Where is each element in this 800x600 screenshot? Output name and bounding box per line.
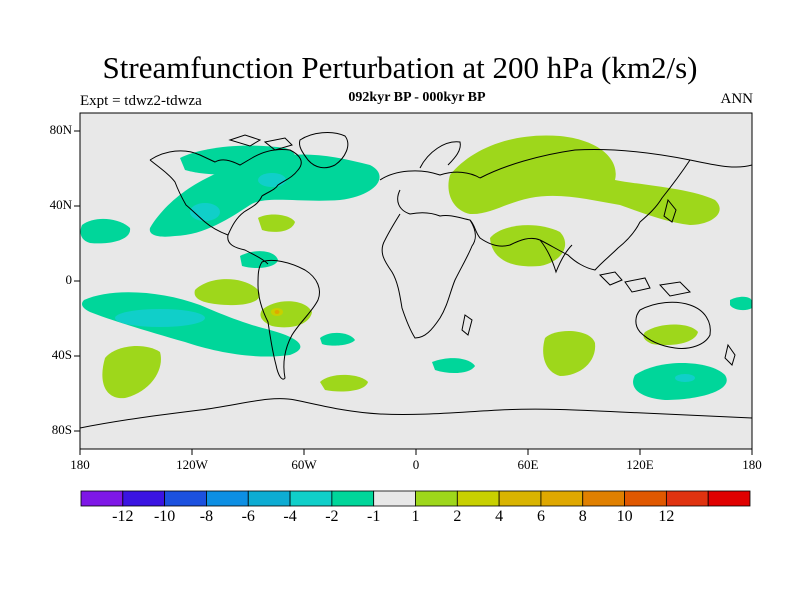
colorbar-label: 8 bbox=[578, 508, 587, 525]
x-tick-label: 180 bbox=[742, 457, 762, 472]
coastlines bbox=[80, 132, 752, 429]
colorbar-swatch bbox=[331, 490, 375, 507]
plot-subtitle: 092kyr BP - 000kyr BP bbox=[348, 90, 486, 105]
colorbar-swatch bbox=[624, 490, 667, 507]
experiment-label: Expt = tdwz2-tdwza bbox=[80, 93, 202, 109]
colorbar-swatch bbox=[164, 490, 207, 507]
y-tick-label: 40S bbox=[51, 347, 72, 362]
x-tick-label: 120E bbox=[626, 457, 654, 472]
colorbar-label: -6 bbox=[241, 508, 255, 525]
colorbar-swatch bbox=[373, 490, 416, 507]
colorbar-label: 12 bbox=[658, 508, 675, 525]
x-tick-label: 60W bbox=[291, 457, 317, 472]
colorbar-swatch bbox=[456, 490, 500, 507]
colorbar-swatch bbox=[80, 490, 124, 507]
colorbar-label: 4 bbox=[495, 508, 504, 525]
x-tick-label: 120W bbox=[176, 457, 208, 472]
y-tick-label: 80N bbox=[49, 122, 72, 137]
colorbar-label: 6 bbox=[536, 508, 545, 525]
colorbar-swatch bbox=[122, 490, 166, 507]
colorbar-swatch bbox=[498, 490, 542, 507]
x-tick-label: 0 bbox=[412, 457, 420, 472]
colorbar-label: -12 bbox=[112, 508, 134, 525]
colorbar-label: -10 bbox=[153, 508, 176, 525]
positive-anomaly-regions bbox=[102, 135, 720, 399]
x-tick-label: 60E bbox=[517, 457, 539, 472]
colorbar-label: 2 bbox=[453, 508, 462, 525]
y-tick-label: 40N bbox=[49, 197, 72, 212]
y-tick-label: 80S bbox=[51, 422, 72, 437]
colorbar-swatch bbox=[415, 490, 458, 507]
colorbar-swatch bbox=[665, 490, 709, 507]
colorbar-swatch bbox=[540, 490, 584, 507]
colorbar-label: -8 bbox=[199, 508, 214, 525]
colorbar-label: 10 bbox=[616, 508, 633, 525]
colorbar-swatch bbox=[247, 490, 291, 507]
plot-title: Streamfunction Perturbation at 200 hPa (… bbox=[102, 50, 698, 85]
colorbar-swatch bbox=[206, 490, 249, 507]
colorbar-swatch bbox=[582, 490, 625, 507]
colorbar-label: 1 bbox=[411, 508, 420, 525]
y-tick-label: 0 bbox=[65, 272, 73, 287]
colorbar-label: -2 bbox=[325, 508, 339, 525]
colorbar-label: -4 bbox=[283, 508, 297, 525]
season-label: ANN bbox=[720, 91, 754, 107]
colorbar-swatch bbox=[707, 490, 751, 507]
stronger-negative-cores bbox=[115, 173, 695, 382]
strong-positive-core bbox=[274, 310, 280, 314]
colorbar-swatch bbox=[289, 490, 333, 507]
axis-ticks bbox=[74, 130, 753, 455]
colorbar-label: -1 bbox=[367, 508, 381, 525]
x-tick-label: 180 bbox=[70, 457, 90, 472]
